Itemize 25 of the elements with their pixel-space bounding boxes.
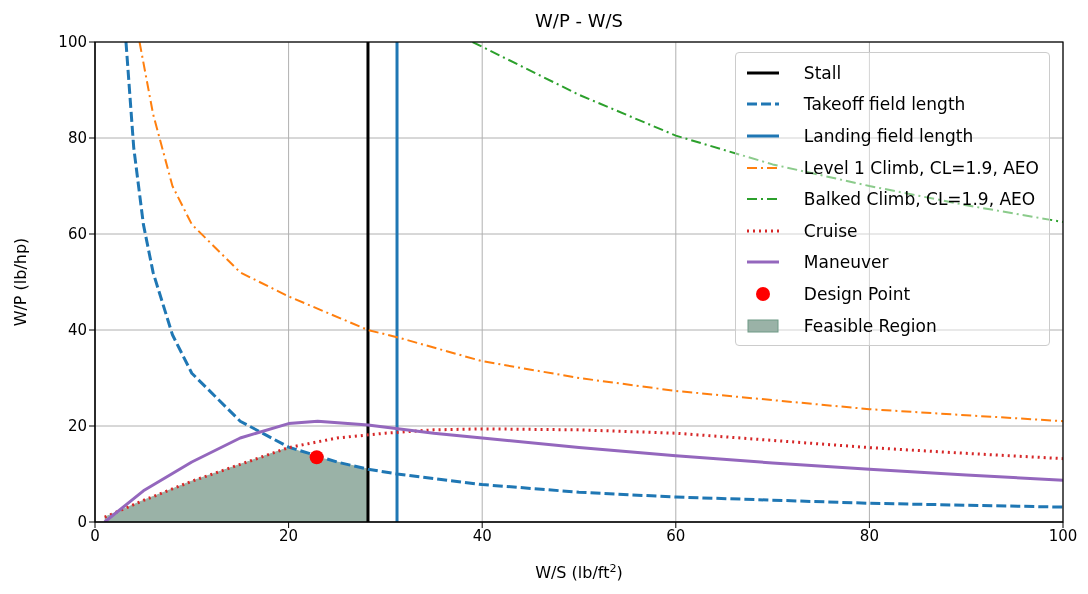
y-axis-title: W/P (lb/hp) — [11, 237, 30, 327]
legend-label: Takeoff field length — [803, 94, 966, 115]
y-tick-label: 0 — [77, 513, 87, 532]
x-tick-label: 0 — [90, 526, 100, 545]
legend-label: Cruise — [803, 220, 858, 241]
x-axis-title: W/S (lb/ft$^{2}$) — [535, 561, 623, 582]
chart-title: W/P - W/S — [534, 10, 624, 31]
legend-label: Design Point — [803, 283, 911, 304]
x-tick-label: 80 — [859, 526, 879, 545]
legend-label: Maneuver — [803, 252, 889, 273]
y-tick-label: 20 — [67, 417, 87, 436]
x-tick-label: 100 — [1048, 526, 1078, 545]
y-tick-label: 60 — [67, 225, 87, 244]
x-tick-label: 20 — [279, 526, 299, 545]
y-tick-label: 100 — [58, 33, 87, 52]
x-tick-label: 40 — [472, 526, 492, 545]
legend-label: Stall — [803, 62, 842, 83]
y-tick-label: 40 — [67, 321, 87, 340]
legend-label: Landing field length — [803, 125, 974, 146]
y-tick-label: 80 — [67, 129, 87, 148]
legend-label: Balked Climb, CL=1.9, AEO — [803, 189, 1036, 210]
x-tick-label: 60 — [666, 526, 686, 545]
legend-label: Level 1 Climb, CL=1.9, AEO — [803, 157, 1039, 178]
legend-label: Feasible Region — [803, 315, 937, 336]
line-series — [138, 42, 1063, 423]
